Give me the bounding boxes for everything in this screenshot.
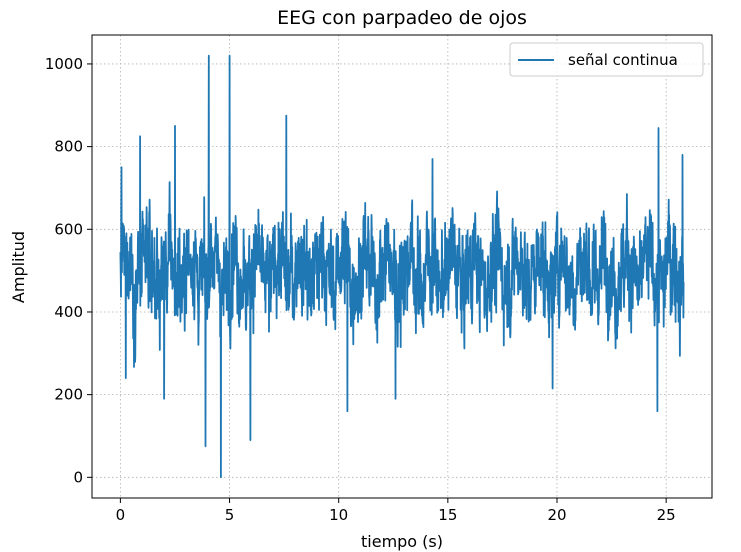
y-axis-label: Amplitud	[9, 231, 28, 303]
y-tick-label: 0	[73, 468, 83, 486]
x-tick-label: 10	[329, 506, 348, 524]
legend-box	[509, 42, 704, 77]
y-tick-label: 1000	[45, 55, 83, 73]
x-tick-label: 25	[657, 506, 676, 524]
y-tick-label: 800	[54, 138, 83, 156]
axis-ticks: 0 5 10 15 20 25 0 200 400 600 800 1000	[45, 55, 676, 524]
x-tick-label: 5	[225, 506, 235, 524]
legend: señal continua	[509, 42, 704, 77]
y-tick-label: 200	[54, 386, 83, 404]
x-tick-label: 0	[116, 506, 126, 524]
x-axis-label: tiempo (s)	[361, 532, 443, 551]
y-tick-label: 400	[54, 303, 83, 321]
x-tick-label: 15	[438, 506, 457, 524]
chart-title: EEG con parpadeo de ojos	[277, 7, 527, 29]
legend-label: señal continua	[568, 51, 678, 69]
y-tick-label: 600	[54, 220, 83, 238]
x-tick-label: 20	[547, 506, 566, 524]
series-layer	[119, 54, 685, 479]
plot-frame	[91, 34, 713, 499]
series-line-senal-continua	[119, 54, 685, 479]
